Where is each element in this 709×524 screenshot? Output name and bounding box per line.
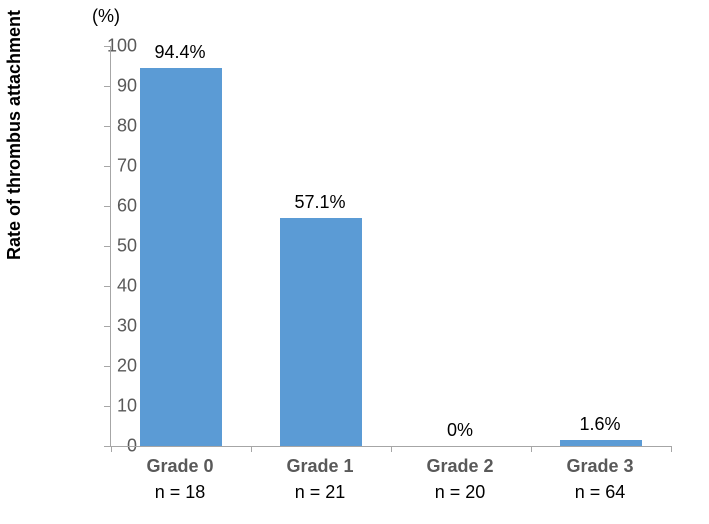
category-sublabel: n = 21 — [295, 482, 346, 503]
bar-value-label: 1.6% — [579, 414, 620, 435]
category-label: Grade 3 — [566, 456, 633, 477]
x-tick-mark — [251, 446, 252, 452]
category-sublabel: n = 64 — [575, 482, 626, 503]
x-tick-mark — [531, 446, 532, 452]
bar — [560, 440, 642, 446]
bar-value-label: 0% — [447, 420, 473, 441]
category-label: Grade 0 — [146, 456, 213, 477]
bar — [280, 218, 362, 446]
x-tick-mark — [671, 446, 672, 452]
plot-area — [110, 46, 671, 447]
category-sublabel: n = 20 — [435, 482, 486, 503]
bar-value-label: 57.1% — [294, 192, 345, 213]
bar-value-label: 94.4% — [154, 42, 205, 63]
category-label: Grade 1 — [286, 456, 353, 477]
unit-label: (%) — [92, 6, 120, 27]
y-axis-label: Rate of thrombus attachment — [4, 10, 25, 260]
x-tick-mark — [391, 446, 392, 452]
bar — [140, 68, 222, 446]
category-sublabel: n = 18 — [155, 482, 206, 503]
x-tick-mark — [111, 446, 112, 452]
category-label: Grade 2 — [426, 456, 493, 477]
chart-figure: Rate of thrombus attachment (%) 01020304… — [0, 0, 709, 524]
